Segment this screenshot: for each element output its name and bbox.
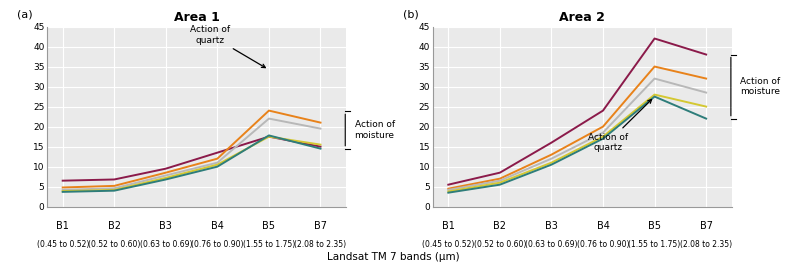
Text: (0.52 to 0.60): (0.52 to 0.60) <box>88 240 140 249</box>
Text: (2.08 to 2.35): (2.08 to 2.35) <box>294 240 346 249</box>
Text: (0.45 to 0.52): (0.45 to 0.52) <box>422 240 475 249</box>
Text: Action of
moisture: Action of moisture <box>740 77 780 96</box>
Text: B2: B2 <box>108 221 120 231</box>
Text: (1.55 to 1.75): (1.55 to 1.75) <box>243 240 295 249</box>
Text: (2.08 to 2.35): (2.08 to 2.35) <box>680 240 732 249</box>
Text: (0.63 to 0.69): (0.63 to 0.69) <box>525 240 578 249</box>
Text: Action of
moisture: Action of moisture <box>354 120 394 140</box>
Text: B3: B3 <box>160 221 172 231</box>
Text: (0.76 to 0.90): (0.76 to 0.90) <box>577 240 630 249</box>
Text: B1: B1 <box>56 221 69 231</box>
Text: B5: B5 <box>648 221 661 231</box>
Text: B7: B7 <box>700 221 713 231</box>
Text: (1.55 to 1.75): (1.55 to 1.75) <box>629 240 681 249</box>
Text: B4: B4 <box>211 221 224 231</box>
Text: B3: B3 <box>545 221 558 231</box>
Text: B2: B2 <box>493 221 506 231</box>
Text: B5: B5 <box>262 221 275 231</box>
Text: (0.76 to 0.90): (0.76 to 0.90) <box>191 240 244 249</box>
Text: (0.52 to 0.60): (0.52 to 0.60) <box>474 240 526 249</box>
Text: (0.45 to 0.52): (0.45 to 0.52) <box>36 240 89 249</box>
Text: Action of
quartz: Action of quartz <box>588 100 652 152</box>
Text: (b): (b) <box>403 9 419 19</box>
Text: Action of
quartz: Action of quartz <box>190 25 265 68</box>
Text: Landsat TM 7 bands (μm): Landsat TM 7 bands (μm) <box>327 252 460 262</box>
Text: (a): (a) <box>17 9 33 19</box>
Title: Area 2: Area 2 <box>560 11 605 24</box>
Text: B4: B4 <box>597 221 609 231</box>
Text: B7: B7 <box>314 221 327 231</box>
Title: Area 1: Area 1 <box>174 11 220 24</box>
Text: (0.63 to 0.69): (0.63 to 0.69) <box>139 240 192 249</box>
Text: B1: B1 <box>442 221 455 231</box>
